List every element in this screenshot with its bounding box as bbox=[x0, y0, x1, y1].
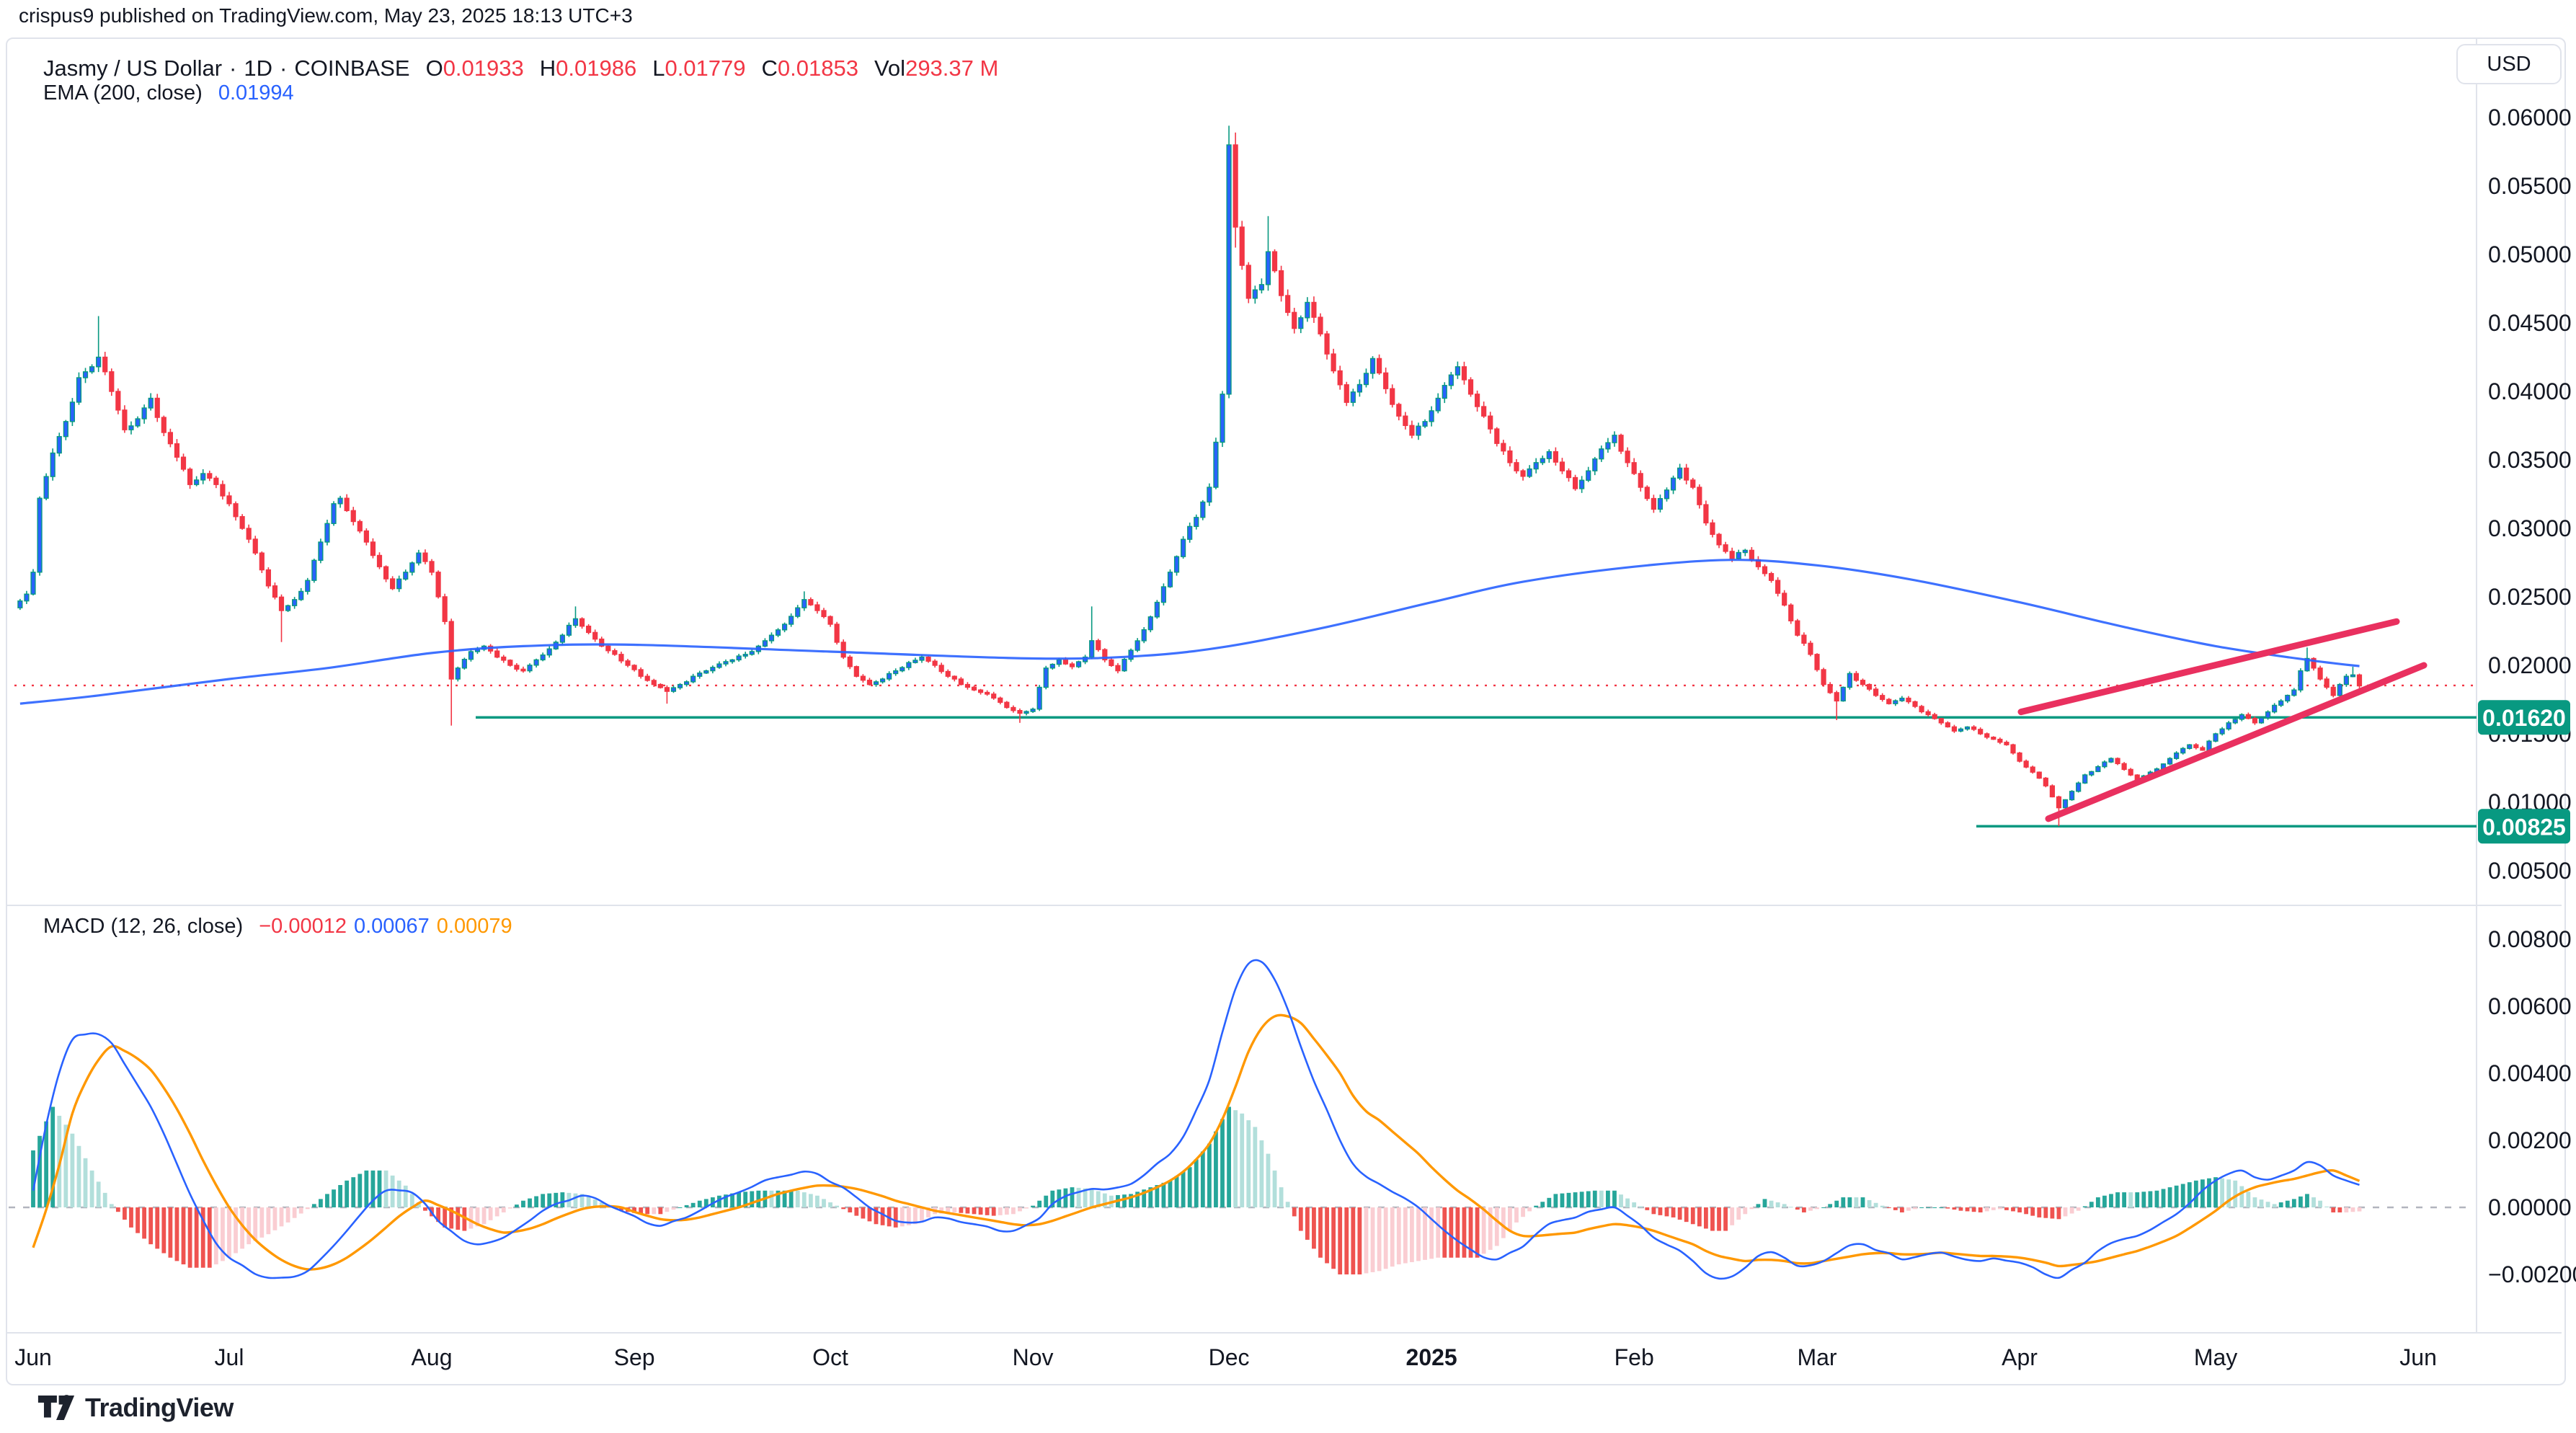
ema-label[interactable]: EMA (200, close) bbox=[43, 81, 203, 105]
volume-label: Vol bbox=[874, 56, 906, 81]
close-value: 0.01853 bbox=[777, 56, 858, 81]
exchange-label[interactable]: COINBASE bbox=[294, 56, 410, 81]
published-attribution-line: crispus9 published on TradingView.com, M… bbox=[19, 4, 633, 27]
interval-label[interactable]: 1D bbox=[244, 56, 273, 81]
high-label: H bbox=[539, 56, 556, 81]
currency-selector-button[interactable]: USD bbox=[2456, 44, 2562, 84]
ema-value: 0.01994 bbox=[218, 81, 294, 105]
open-value: 0.01933 bbox=[443, 56, 524, 81]
tradingview-logo-icon bbox=[37, 1395, 75, 1421]
low-label: L bbox=[652, 56, 665, 81]
macd-hist-value: −0.00012 bbox=[259, 915, 347, 938]
title-separator-2: · bbox=[280, 56, 288, 81]
low-value: 0.01779 bbox=[665, 56, 746, 81]
macd-line-value: 0.00067 bbox=[353, 915, 430, 938]
open-label: O bbox=[425, 56, 443, 81]
macd-label[interactable]: MACD (12, 26, close) bbox=[43, 915, 244, 938]
tradingview-logo-text: TradingView bbox=[85, 1393, 234, 1422]
chart-card[interactable] bbox=[6, 37, 2566, 1385]
title-separator-1: · bbox=[229, 56, 237, 81]
macd-indicator-row: MACD (12, 26, close) −0.00012 0.00067 0.… bbox=[43, 915, 512, 939]
macd-signal-value: 0.00079 bbox=[436, 915, 512, 938]
symbol-title-row: Jasmy / US Dollar · 1D · COINBASE O 0.019… bbox=[43, 56, 998, 81]
volume-value: 293.37 M bbox=[905, 56, 999, 81]
high-value: 0.01986 bbox=[556, 56, 637, 81]
tradingview-logo[interactable]: TradingView bbox=[37, 1391, 234, 1424]
close-label: C bbox=[761, 56, 778, 81]
ema-indicator-row: EMA (200, close) 0.01994 bbox=[43, 81, 294, 105]
symbol-name[interactable]: Jasmy / US Dollar bbox=[43, 56, 223, 81]
